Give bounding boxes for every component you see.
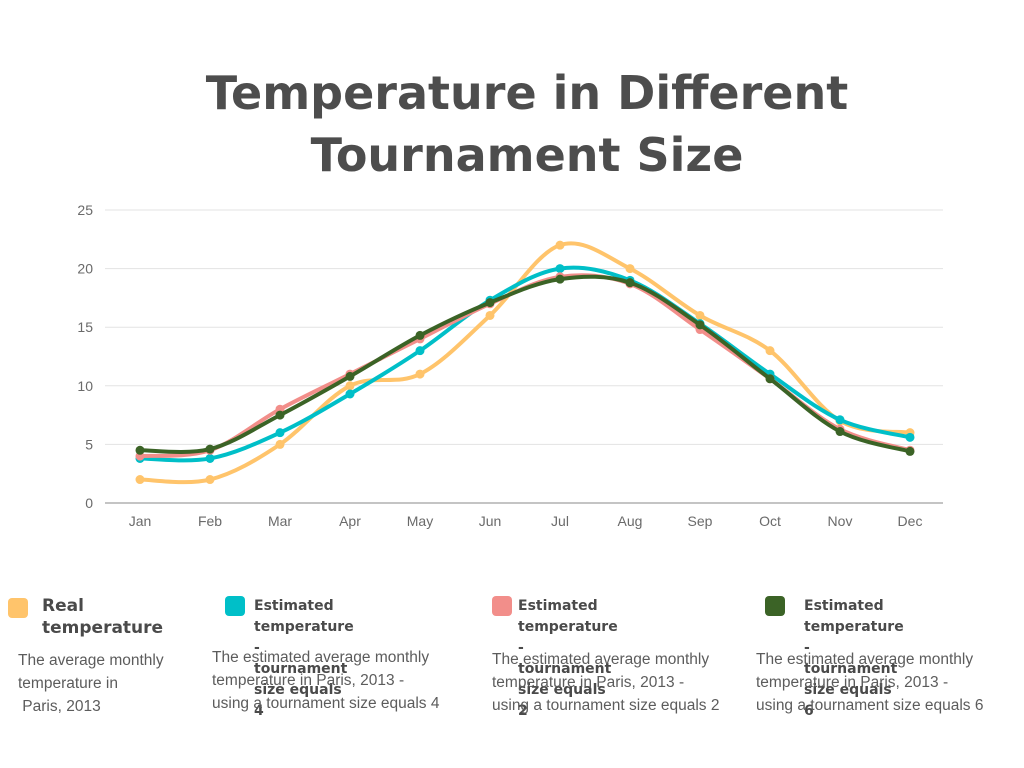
x-tick-label: Jun [479, 513, 502, 529]
series-tournament-4 [135, 264, 915, 463]
legend-label-line: tournament size equals 4 [254, 661, 348, 719]
legend-label-line: tournament size equals 6 [804, 661, 898, 719]
data-point [205, 475, 215, 485]
legend-description-line: The estimated average monthly [756, 651, 974, 668]
data-point [905, 432, 915, 442]
data-point [765, 374, 775, 384]
data-point [345, 389, 355, 399]
data-point [625, 264, 635, 274]
data-point [485, 310, 495, 320]
legend-label-line: Estimated temperature - [254, 598, 354, 656]
x-tick-label: Apr [339, 513, 361, 529]
legend-label: Estimated temperature - tournament size … [518, 596, 618, 722]
legend-description-line: temperature in Paris, 2013 - [212, 672, 405, 689]
legend-swatch-tournament-6 [765, 596, 785, 616]
gridlines [105, 209, 943, 504]
data-point [205, 453, 215, 463]
data-point [765, 346, 775, 356]
data-point [415, 346, 425, 356]
x-tick-label: May [407, 513, 433, 529]
x-tick-label: Jan [129, 513, 152, 529]
legend-swatch-tournament-4 [225, 596, 245, 616]
legend-description-line: Paris, 2013 [18, 698, 101, 715]
legend-label: Estimated temperature - tournament size … [254, 596, 354, 722]
data-point [625, 278, 635, 288]
data-point [135, 445, 145, 455]
x-axis-ticks: Jan Feb Mar Apr May Jun Jul Aug Sep Oct Nov Dec [129, 513, 923, 529]
series-group [135, 240, 915, 485]
x-tick-label: Aug [618, 513, 643, 529]
x-tick-label: Feb [198, 513, 222, 529]
data-point [205, 444, 215, 454]
data-point [835, 415, 845, 425]
chart-title: Temperature in Different Tournament Size [0, 62, 1024, 186]
data-point [695, 320, 705, 330]
x-tick-label: Dec [898, 513, 923, 529]
y-tick-label: 25 [77, 202, 93, 218]
series-line [138, 265, 912, 463]
x-tick-label: Jul [551, 513, 569, 529]
series-real-temperature [135, 240, 915, 485]
line-chart: 0 5 10 15 20 25 Jan Feb Mar Apr May Jun Jul Aug Sep Oc… [77, 202, 943, 529]
x-tick-label: Nov [828, 513, 853, 529]
y-tick-label: 20 [77, 261, 93, 277]
legend-label-line: Real temperature [42, 596, 164, 638]
legend-swatch-tournament-2 [492, 596, 512, 616]
series-tournament-6 [135, 274, 915, 456]
data-point [485, 298, 495, 308]
data-point [905, 446, 915, 456]
data-point [695, 310, 705, 320]
legend-description-line: using a tournament size equals 6 [756, 697, 984, 714]
y-tick-label: 5 [85, 436, 93, 452]
legend-description: The estimated average monthly temperatur… [756, 648, 983, 717]
data-point [275, 439, 285, 449]
data-point [415, 369, 425, 379]
data-point [275, 410, 285, 420]
data-point [135, 475, 145, 485]
chart-title-line-1: Temperature in Different [205, 66, 849, 120]
legend-description-line: temperature in Paris, 2013 - [756, 674, 949, 691]
legend-description: The average monthly temperature in Paris… [18, 649, 164, 718]
legend-description: The estimated average monthly temperatur… [212, 646, 439, 715]
legend-description-line: temperature in Paris, 2013 - [492, 674, 685, 691]
x-tick-label: Oct [759, 513, 781, 529]
data-point [835, 427, 845, 437]
data-point [555, 240, 565, 250]
legend-description-line: using a tournament size equals 4 [212, 695, 440, 712]
y-tick-label: 10 [77, 378, 93, 394]
legend-description: The estimated average monthly temperatur… [492, 648, 719, 717]
data-point [345, 371, 355, 381]
legend-swatch-real-temperature [8, 598, 28, 618]
legend-description-line: The estimated average monthly [212, 649, 430, 666]
y-tick-label: 15 [77, 319, 93, 335]
y-tick-label: 0 [85, 495, 93, 511]
legend-description-line: using a tournament size equals 2 [492, 697, 720, 714]
data-point [555, 274, 565, 284]
legend-description-line: temperature in [18, 675, 118, 692]
data-point [275, 428, 285, 438]
legend-description-line: The estimated average monthly [492, 651, 710, 668]
legend-label-line: Estimated temperature - [804, 598, 904, 656]
legend-description-line: The average monthly [18, 652, 164, 669]
x-tick-label: Sep [688, 513, 713, 529]
legend-label: Real temperature [42, 595, 163, 639]
x-tick-label: Mar [268, 513, 292, 529]
legend-label-line: tournament size equals 2 [518, 661, 612, 719]
data-point [415, 330, 425, 340]
legend-label-line: Estimated temperature - [518, 598, 618, 656]
data-point [345, 381, 355, 391]
y-axis-ticks: 0 5 10 15 20 25 [77, 202, 93, 511]
legend-label: Estimated temperature - tournament size … [804, 596, 904, 722]
data-point [555, 264, 565, 274]
chart-title-line-2: Tournament Size [310, 128, 744, 182]
